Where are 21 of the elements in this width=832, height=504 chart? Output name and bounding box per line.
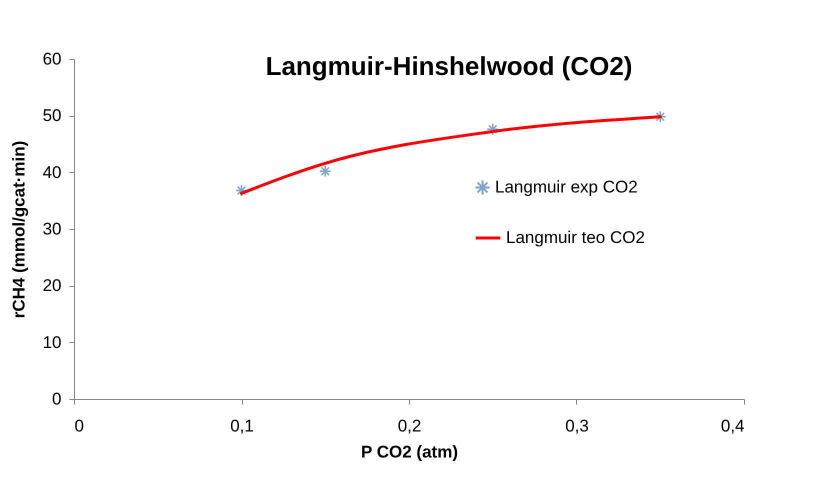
point	[486, 123, 499, 136]
y-tick-label: 60	[42, 50, 62, 68]
y-axis-title: rCH4 (mmol/gcat·min)	[10, 140, 29, 318]
x-tick-label: 0,2	[398, 416, 422, 436]
y-tick-label: 10	[42, 332, 62, 352]
x-tick-label: 0,4	[720, 416, 744, 436]
point	[235, 184, 248, 197]
y-tick-label: 50	[42, 106, 62, 126]
x-tick-label: 0,3	[565, 416, 589, 436]
x-tick-label: 0	[74, 416, 84, 436]
y-tick-label: 30	[42, 220, 62, 238]
legend-label: Langmuir teo CO2	[506, 228, 645, 247]
y-tick-label: 0	[52, 390, 62, 408]
legend-label: Langmuir exp CO2	[495, 178, 638, 196]
chart-title: Langmuir-Hinshelwood (CO2)	[266, 51, 632, 81]
y-tick-label: 20	[42, 276, 62, 296]
y-tick-label: 40	[42, 162, 62, 182]
x-tick-label: 0,1	[230, 416, 254, 436]
line-series	[240, 115, 662, 195]
x-axis-title: P CO2 (atm)	[361, 442, 458, 462]
point	[319, 164, 332, 178]
